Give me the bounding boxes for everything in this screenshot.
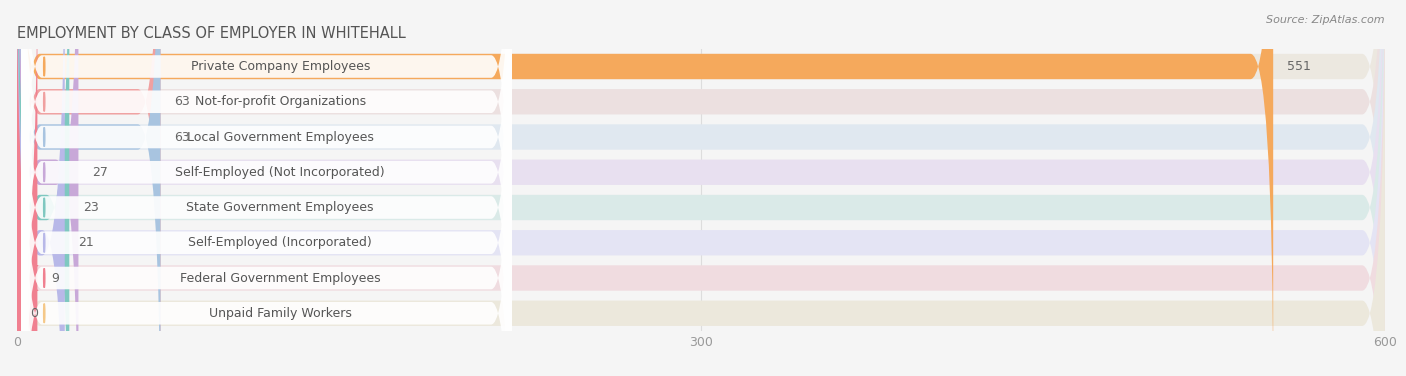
Text: Private Company Employees: Private Company Employees [191,60,370,73]
Text: Not-for-profit Organizations: Not-for-profit Organizations [194,95,366,108]
Text: 9: 9 [51,271,59,285]
Text: Unpaid Family Workers: Unpaid Family Workers [208,307,352,320]
Text: EMPLOYMENT BY CLASS OF EMPLOYER IN WHITEHALL: EMPLOYMENT BY CLASS OF EMPLOYER IN WHITE… [17,26,405,41]
FancyBboxPatch shape [21,0,512,376]
FancyBboxPatch shape [17,0,79,376]
Text: Source: ZipAtlas.com: Source: ZipAtlas.com [1267,15,1385,25]
FancyBboxPatch shape [17,0,69,376]
Text: Local Government Employees: Local Government Employees [187,130,374,144]
Text: 27: 27 [93,166,108,179]
FancyBboxPatch shape [17,0,1385,376]
FancyBboxPatch shape [14,0,39,376]
Text: 63: 63 [174,130,190,144]
Text: 63: 63 [174,95,190,108]
FancyBboxPatch shape [17,0,1385,376]
FancyBboxPatch shape [21,0,512,373]
FancyBboxPatch shape [21,0,512,376]
FancyBboxPatch shape [17,0,160,376]
FancyBboxPatch shape [17,0,160,376]
Text: 0: 0 [31,307,38,320]
Text: Self-Employed (Incorporated): Self-Employed (Incorporated) [188,236,373,249]
Text: 551: 551 [1286,60,1310,73]
FancyBboxPatch shape [17,0,1385,376]
FancyBboxPatch shape [17,0,1385,376]
Text: 23: 23 [83,201,98,214]
Text: State Government Employees: State Government Employees [187,201,374,214]
FancyBboxPatch shape [17,0,1385,376]
FancyBboxPatch shape [17,0,1385,376]
FancyBboxPatch shape [21,0,512,376]
FancyBboxPatch shape [17,0,1385,376]
FancyBboxPatch shape [21,0,512,376]
Text: Federal Government Employees: Federal Government Employees [180,271,381,285]
FancyBboxPatch shape [17,0,1274,376]
Text: 21: 21 [79,236,94,249]
FancyBboxPatch shape [21,0,512,376]
FancyBboxPatch shape [21,0,512,376]
FancyBboxPatch shape [17,0,65,376]
FancyBboxPatch shape [21,7,512,376]
FancyBboxPatch shape [17,0,1385,376]
Text: Self-Employed (Not Incorporated): Self-Employed (Not Incorporated) [176,166,385,179]
